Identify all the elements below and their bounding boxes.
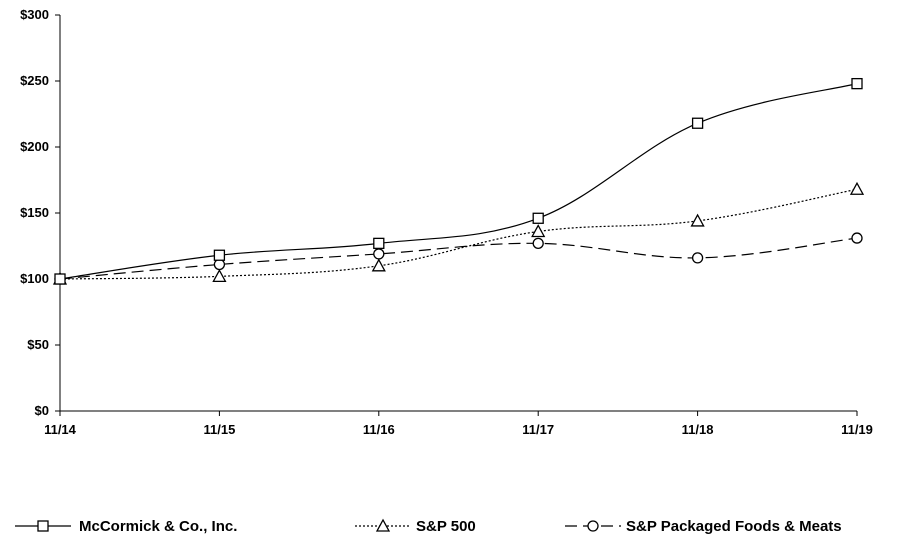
series-point — [532, 212, 544, 224]
legend-marker — [37, 520, 49, 532]
y-tick-label: $150 — [20, 205, 49, 220]
y-tick-label: $200 — [20, 139, 49, 154]
x-tick-label: 11/16 — [363, 422, 395, 437]
y-tick-label: $0 — [35, 403, 49, 418]
x-axis-ticks: 11/14 11/15 11/16 11/17 11/18 11/19 — [44, 411, 873, 437]
series-1 — [52, 181, 865, 285]
series-point — [690, 213, 705, 227]
series-point — [849, 181, 865, 195]
y-tick-label: $250 — [20, 73, 49, 88]
series-line — [59, 188, 858, 280]
series-point — [691, 117, 704, 129]
x-tick-label: 11/18 — [682, 422, 714, 437]
y-axis-ticks: $0 $50 $100 $150 $200 $250 $300 — [20, 7, 60, 418]
legend-item-0: McCormick & Co., Inc. — [15, 518, 237, 535]
x-tick-label: 11/14 — [44, 422, 77, 437]
y-tick-label: $100 — [20, 271, 49, 286]
chart-axes — [59, 15, 857, 412]
series-point — [213, 258, 226, 271]
series-point — [531, 224, 546, 238]
chart-series — [52, 77, 865, 285]
series-point — [213, 249, 226, 261]
x-tick-label: 11/15 — [203, 422, 235, 437]
legend-label: S&P 500 — [416, 518, 476, 535]
series-point — [373, 237, 385, 250]
chart-legend: McCormick & Co., Inc. S&P 500 S&P Packaged… — [15, 518, 842, 535]
legend-item-2: S&P Packaged Foods & Meats — [565, 518, 842, 535]
series-point — [691, 252, 704, 264]
series-line — [59, 237, 858, 280]
legend-label: S&P Packaged Foods & Meats — [626, 518, 842, 535]
legend-marker — [375, 518, 391, 532]
series-2 — [54, 232, 863, 285]
legend-label: McCormick & Co., Inc. — [79, 518, 237, 535]
series-point — [532, 237, 544, 250]
series-0 — [54, 77, 863, 285]
x-tick-label: 11/19 — [841, 422, 873, 437]
series-point — [54, 273, 66, 285]
series-point — [851, 77, 863, 90]
series-point — [212, 269, 227, 283]
series-line — [59, 83, 858, 280]
y-tick-label: $300 — [20, 7, 49, 22]
series-point — [371, 258, 386, 272]
legend-marker — [587, 520, 599, 532]
y-tick-label: $50 — [27, 337, 49, 352]
legend-item-1: S&P 500 — [355, 518, 476, 535]
series-point — [373, 248, 385, 260]
x-tick-label: 11/17 — [522, 422, 554, 437]
series-point — [851, 232, 863, 244]
